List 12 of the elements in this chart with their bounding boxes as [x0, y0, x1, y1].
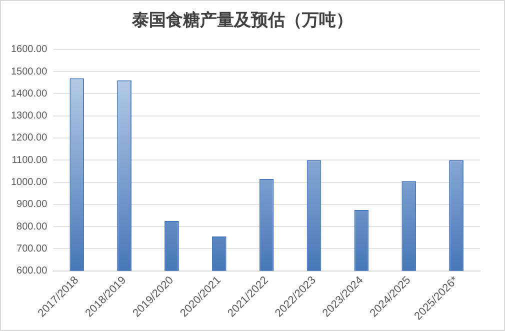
chart-title: 泰国食糖产量及预估（万吨） [131, 10, 353, 30]
y-tick-label: 700.00 [16, 243, 48, 254]
y-tick-label: 600.00 [16, 266, 48, 277]
y-tick-label: 1400.00 [10, 88, 48, 100]
y-tick-label: 1200.00 [10, 132, 48, 144]
y-tick-label: 900.00 [16, 199, 48, 210]
y-tick-label: 1300.00 [10, 110, 48, 122]
y-tick-label: 1100.00 [12, 154, 48, 166]
y-tick-label: 1500.00 [10, 66, 48, 78]
y-tick-label: 1600.00 [10, 44, 48, 56]
y-tick-label: 1000.00 [10, 177, 48, 188]
y-tick-label: 800.00 [16, 221, 48, 232]
